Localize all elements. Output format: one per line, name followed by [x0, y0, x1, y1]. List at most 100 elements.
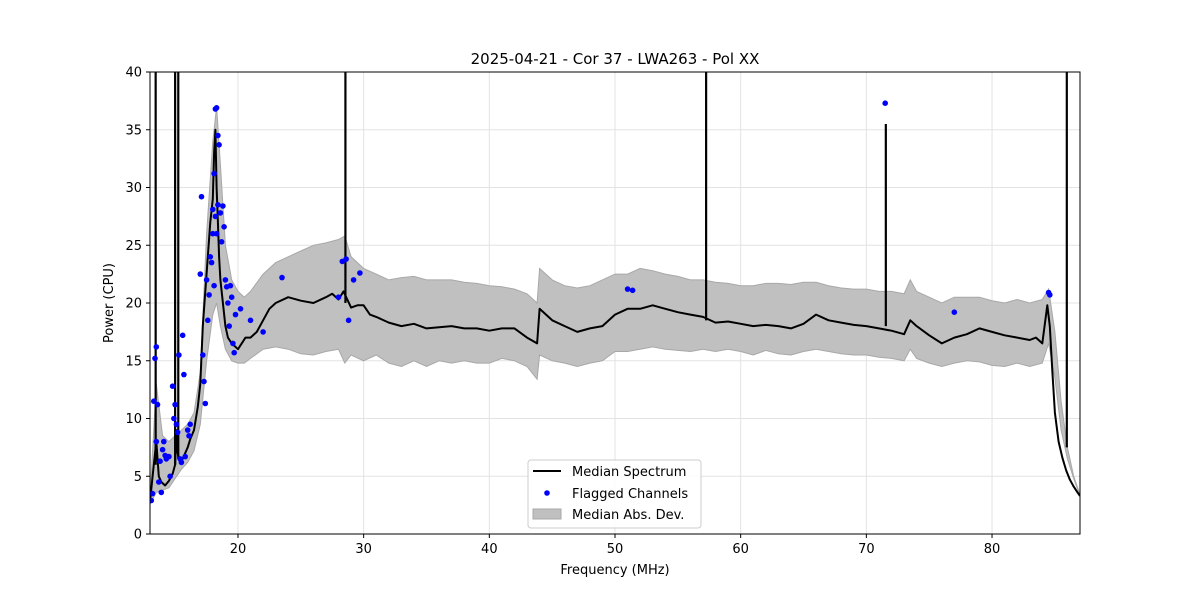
flagged-point [208, 259, 215, 266]
flagged-point [203, 277, 210, 283]
legend-flagged-label: Flagged Channels [572, 487, 688, 502]
flagged-point [153, 438, 160, 445]
flagged-point [882, 100, 888, 106]
flagged-point [951, 309, 958, 316]
flagged-point [221, 224, 227, 230]
flagged-point [161, 438, 167, 445]
flagged-point [213, 105, 220, 111]
flagged-point [197, 271, 204, 277]
flagged-point [212, 213, 219, 220]
flagged-point [202, 400, 209, 407]
flagged-point [187, 421, 193, 428]
y-tick-label: 35 [125, 123, 142, 138]
flagged-point [171, 415, 177, 422]
y-axis-title: Power (CPU) [102, 263, 117, 343]
flagged-point [222, 277, 229, 283]
flagged-point [158, 489, 165, 496]
flagged-point [154, 401, 161, 408]
flagged-point [201, 378, 207, 385]
legend-mad-swatch [532, 508, 562, 520]
x-axis-ticks: 20 30 40 50 60 70 80 [230, 534, 1001, 557]
legend-box [527, 459, 702, 529]
legend-flagged-swatch [544, 490, 550, 496]
flagged-point [174, 429, 181, 436]
plot-area [150, 72, 1080, 505]
flagged-point [247, 317, 254, 324]
y-tick-label: 0 [134, 528, 142, 543]
legend: Median Spectrum Flagged Channels Median … [527, 459, 702, 529]
flagged-point [205, 317, 211, 324]
y-tick-label: 30 [125, 181, 142, 196]
x-tick-label: 40 [481, 542, 498, 557]
flagged-points [150, 100, 1053, 504]
flagged-point [178, 459, 185, 466]
flagged-point [345, 317, 352, 324]
flagged-point [218, 239, 225, 245]
flagged-point [156, 479, 162, 485]
x-tick-label: 30 [355, 542, 372, 557]
x-axis-title: Frequency (MHz) [560, 563, 669, 578]
flagged-point [216, 142, 222, 148]
chart-title: 2025-04-21 - Cor 37 - LWA263 - Pol XX [471, 50, 760, 68]
flagged-point [151, 398, 157, 405]
flagged-point [186, 433, 192, 439]
x-tick-label: 70 [858, 542, 875, 557]
x-tick-label: 50 [607, 542, 624, 557]
flagged-point [1047, 292, 1053, 298]
y-tick-label: 40 [125, 66, 142, 81]
flagged-point [150, 497, 155, 504]
y-tick-label: 25 [125, 239, 142, 254]
flagged-point [230, 340, 236, 347]
flagged-point [206, 292, 212, 298]
flagged-point [153, 344, 160, 350]
flagged-point [231, 349, 237, 356]
flagged-point [184, 427, 191, 433]
flagged-point [225, 300, 231, 306]
legend-median-label: Median Spectrum [572, 465, 686, 480]
flagged-point [179, 332, 186, 339]
flagged-point [167, 473, 173, 480]
flagged-point [200, 352, 206, 358]
y-tick-label: 15 [125, 354, 142, 369]
y-tick-label: 10 [125, 412, 142, 427]
flagged-point [198, 193, 205, 200]
flagged-point [152, 355, 158, 362]
flagged-point [215, 202, 221, 208]
flagged-point [213, 230, 220, 237]
flagged-point [173, 421, 180, 428]
flagged-point [181, 371, 187, 378]
flagged-point [220, 203, 226, 209]
flagged-point [357, 270, 363, 276]
flagged-point [350, 277, 357, 283]
flagged-point [176, 352, 182, 358]
flagged-point [215, 132, 221, 139]
flagged-point [207, 253, 214, 260]
flagged-point [629, 287, 636, 294]
x-tick-label: 20 [230, 542, 247, 557]
x-tick-label: 60 [732, 542, 749, 557]
flagged-point [279, 274, 285, 281]
flagged-point [159, 446, 166, 453]
flagged-point [172, 401, 178, 408]
flagged-point [166, 453, 172, 460]
flagged-point [211, 282, 217, 289]
flagged-point [217, 210, 224, 216]
flagged-point [169, 383, 176, 390]
flagged-point [157, 458, 163, 465]
flagged-point [624, 286, 631, 292]
flagged-point [228, 294, 235, 301]
flagged-point [211, 170, 217, 177]
y-tick-label: 20 [125, 297, 142, 312]
median-spectrum-line [150, 128, 1080, 502]
flagged-point [232, 311, 239, 318]
flagged-point [335, 294, 342, 301]
flagged-point [227, 282, 234, 289]
y-tick-label: 5 [134, 470, 142, 485]
flagged-point [210, 206, 216, 213]
legend-mad-label: Median Abs. Dev. [572, 508, 684, 523]
mad-band [150, 106, 1080, 505]
flagged-point [150, 490, 156, 497]
x-tick-label: 80 [984, 542, 1001, 557]
flagged-point [260, 329, 266, 335]
